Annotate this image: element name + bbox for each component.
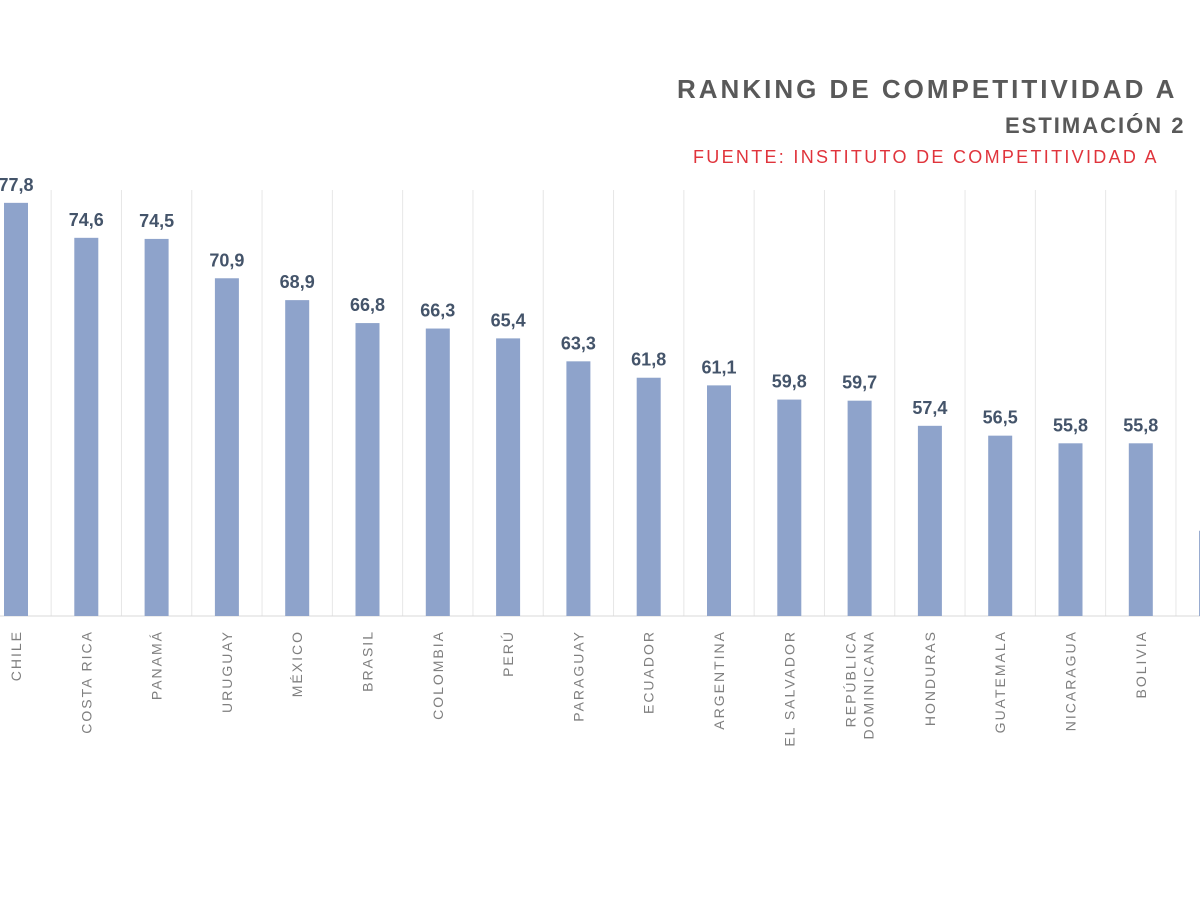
- x-tick-label: MÉXICO: [289, 630, 305, 697]
- bar: [355, 323, 380, 616]
- x-tick-label: CHILE: [8, 630, 24, 681]
- x-tick-label: ECUADOR: [641, 630, 657, 714]
- chart-subtitle: ESTIMACIÓN 2: [1005, 113, 1186, 138]
- data-label: 57,4: [912, 398, 947, 418]
- data-label: 61,8: [631, 350, 666, 370]
- x-tick-label: PARAGUAY: [570, 630, 586, 722]
- bar: [566, 361, 591, 616]
- data-label: 55,8: [1123, 415, 1158, 435]
- x-tick-label: ARGENTINA: [711, 630, 727, 730]
- bar: [917, 425, 942, 616]
- data-label: 63,3: [561, 333, 596, 353]
- data-label: 70,9: [209, 250, 244, 270]
- data-label: 68,9: [280, 272, 315, 292]
- x-tick-label: COLOMBIA: [430, 630, 446, 720]
- bar: [74, 237, 99, 616]
- bar: [1058, 443, 1083, 616]
- data-label: 66,8: [350, 295, 385, 315]
- bar: [496, 338, 521, 616]
- bar: [777, 399, 802, 616]
- bar: [285, 300, 310, 616]
- x-tick-label: PERÚ: [500, 630, 516, 677]
- x-tick-label: PANAMÁ: [149, 630, 165, 700]
- bar: [1128, 443, 1153, 616]
- x-tick-label: GUATEMALA: [992, 630, 1008, 733]
- x-tick-label: COSTA RICA: [78, 630, 94, 734]
- x-tick-label: HONDURAS: [922, 630, 938, 726]
- data-label: 74,6: [69, 210, 104, 230]
- data-label: 59,8: [772, 372, 807, 392]
- data-label: 74,5: [139, 211, 174, 231]
- data-label: 61,1: [701, 357, 736, 377]
- x-tick-label: BRASIL: [360, 630, 376, 692]
- bar: [214, 278, 239, 616]
- bar: [425, 328, 450, 616]
- bar: [847, 400, 872, 616]
- bar: [988, 435, 1013, 616]
- data-label: 55,8: [1053, 415, 1088, 435]
- x-tick-label: BOLIVIA: [1133, 630, 1149, 698]
- data-label: 56,5: [983, 408, 1018, 428]
- x-tick-label: NICARAGUA: [1063, 630, 1079, 731]
- bar: [636, 377, 661, 616]
- bar: [4, 202, 28, 616]
- chart-source: FUENTE: INSTITUTO DE COMPETITIVIDAD A: [693, 147, 1159, 167]
- chart-header: RANKING DE COMPETITIVIDAD A ESTIMACIÓN 2…: [0, 0, 1200, 180]
- x-tick-label: EL SALVADOR: [781, 630, 797, 747]
- data-label: 66,3: [420, 301, 455, 321]
- x-tick-label: URUGUAY: [219, 630, 235, 713]
- chart-title: RANKING DE COMPETITIVIDAD A: [677, 74, 1178, 104]
- data-label: 77,8: [0, 175, 34, 195]
- x-tick-label: REPÚBLICA DOMINICANA: [843, 630, 877, 739]
- data-label: 59,7: [842, 373, 877, 393]
- bar: [144, 238, 169, 617]
- bar: [707, 385, 731, 616]
- data-label: 65,4: [491, 310, 526, 330]
